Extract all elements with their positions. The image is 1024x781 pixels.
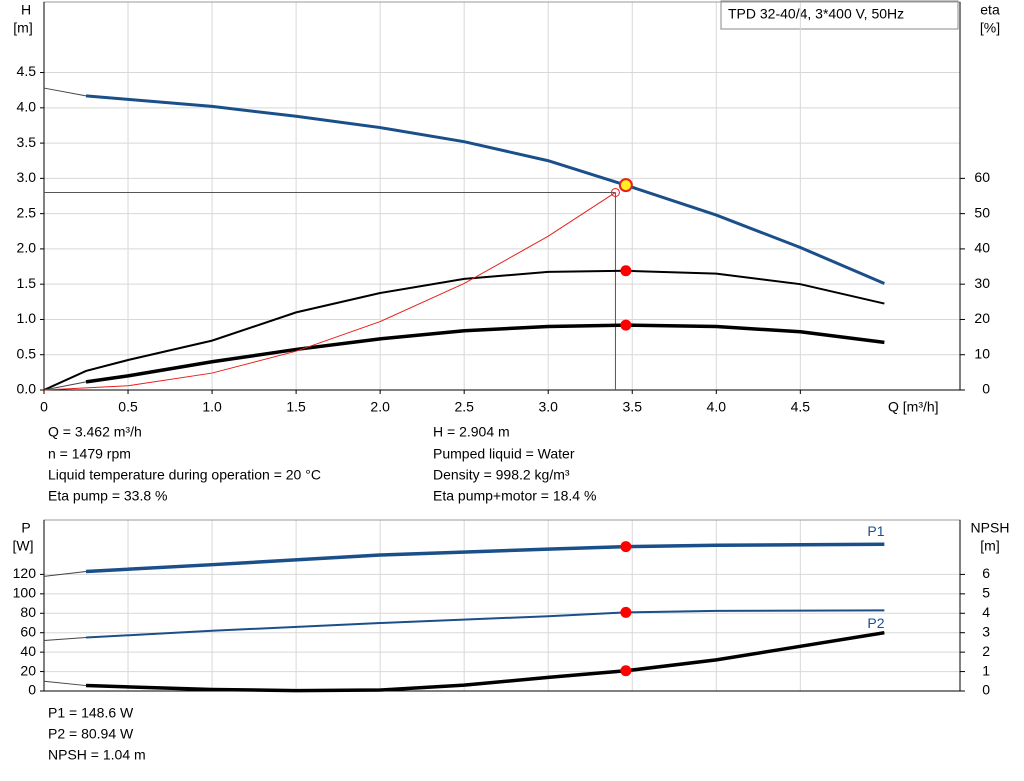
y-tick-label: 0.0 [17,381,37,397]
info: Density = 998.2 kg/m³ [433,467,570,483]
y2-tick-label: 50 [974,204,990,220]
y2-tick-label: 6 [982,565,990,581]
curve [85,323,885,384]
info: Eta pump = 33.8 % [48,488,167,504]
curve [43,680,87,687]
y2-axis-label: NPSH [971,520,1010,536]
duty-point [620,541,632,553]
chart-title: TPD 32-40/4, 3*400 V, 50Hz [728,6,904,22]
info: P2 = 80.94 W [48,726,134,742]
info: n = 1479 rpm [48,446,131,462]
y2-tick-label: 4 [982,604,990,620]
y-tick-label: 40 [20,643,36,659]
x-tick-label: 4.5 [791,399,811,415]
y-tick-label: 60 [20,623,36,639]
curve [85,542,885,574]
curve [43,570,87,577]
y2-tick-label: 60 [974,169,990,185]
curve [85,94,885,285]
y-axis-label: P [21,520,30,536]
info: Q = 3.462 m³/h [48,424,142,440]
curve [43,637,87,641]
duty-point [620,665,632,677]
curve [43,381,87,391]
x-tick-label: 2.0 [370,399,390,415]
y2-tick-label: 2 [982,643,990,659]
curve [85,630,885,693]
y-axis-label: [m] [13,20,32,36]
x-tick-label: 3.5 [623,399,643,415]
y-tick-label: 4.5 [17,63,37,79]
y2-tick-label: 3 [982,623,990,639]
x-tick-label: 1.0 [202,399,222,415]
x-tick-label: 0 [40,399,48,415]
y2-tick-label: 0 [982,381,990,397]
plot-frame [43,1,961,391]
x-tick-label: 4.0 [707,399,727,415]
y-tick-label: 1.5 [17,275,37,291]
info: Pumped liquid = Water [433,446,575,462]
y2-tick-label: 30 [974,275,990,291]
y2-tick-label: 5 [982,585,990,601]
curve [85,609,885,639]
y-tick-label: 0 [28,682,36,698]
x-tick-label: 3.0 [538,399,558,415]
duty-point [620,606,632,618]
info: NPSH = 1.04 m [48,747,146,763]
operating-point [618,178,633,193]
x-tick-label: 1.5 [286,399,306,415]
duty-point [620,319,632,331]
y-tick-label: 120 [13,565,37,581]
y2-tick-label: 20 [974,310,990,326]
y2-tick-label: 1 [982,662,990,678]
y2-tick-label: 0 [982,682,990,698]
x-tick-label: 2.5 [454,399,474,415]
y2-axis-label: [m] [980,538,999,554]
title-box [720,0,959,30]
y-axis-label: H [21,2,31,18]
y2-tick-label: 40 [974,240,990,256]
curve [43,192,616,391]
series-label: P1 [867,523,884,539]
info: P1 = 148.6 W [48,705,134,721]
x-axis-label: Q [m³/h] [888,399,939,415]
info: Eta pump+motor = 18.4 % [433,488,596,504]
x-tick-label: 0.5 [118,399,138,415]
y-tick-label: 1.0 [17,310,37,326]
system-point [610,187,620,197]
curve [43,269,885,391]
y-tick-label: 2.0 [17,240,37,256]
y2-axis-label: [%] [980,20,1000,36]
curve [43,87,87,97]
y-tick-label: 100 [13,585,37,601]
y-tick-label: 3.0 [17,169,37,185]
series-label: P2 [867,615,884,631]
info: H = 2.904 m [433,424,510,440]
y2-tick-label: 10 [974,345,990,361]
duty-point [620,265,632,277]
y2-axis-label: eta [980,2,1000,18]
y-tick-label: 2.5 [17,204,37,220]
y-tick-label: 80 [20,604,36,620]
y-tick-label: 3.5 [17,134,37,150]
y-tick-label: 20 [20,662,36,678]
info: Liquid temperature during operation = 20… [48,467,321,483]
y-tick-label: 0.5 [17,345,37,361]
y-axis-label: [W] [13,538,34,554]
y-tick-label: 4.0 [17,99,37,115]
